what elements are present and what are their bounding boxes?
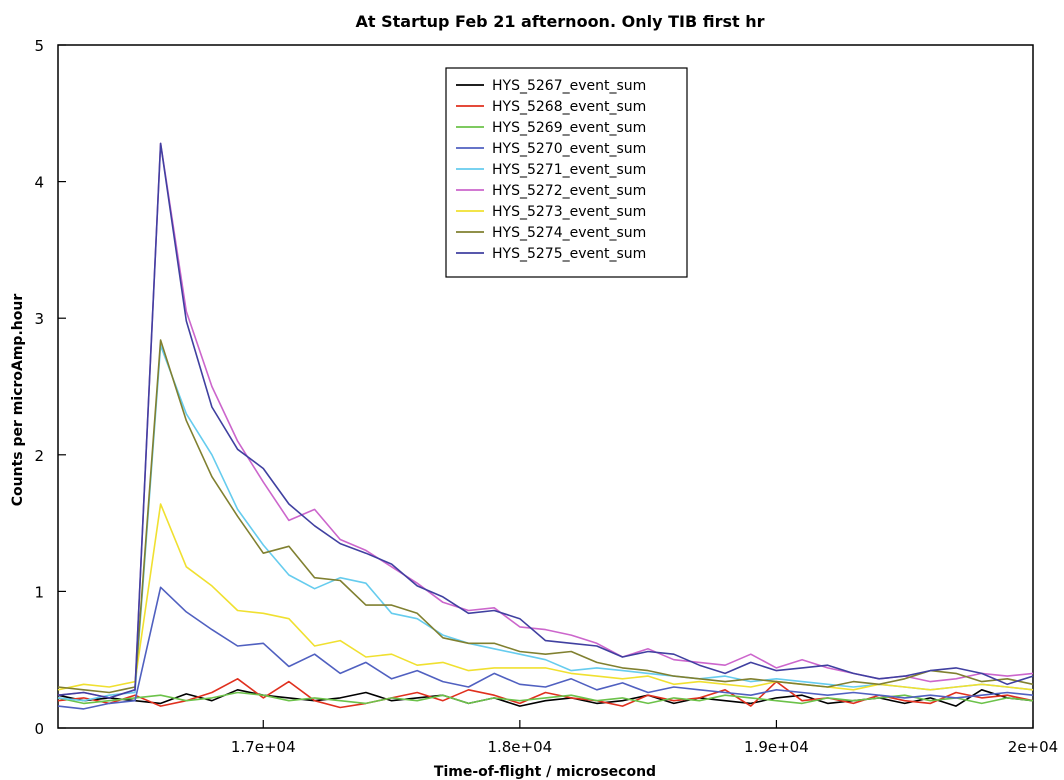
y-tick-label: 4: [34, 174, 44, 192]
chart-title: At Startup Feb 21 afternoon. Only TIB fi…: [356, 12, 765, 31]
x-tick-label: 1.9e+04: [744, 738, 809, 756]
x-axis-label: Time-of-flight / microsecond: [434, 764, 656, 780]
legend-entry: HYS_5270_event_sum: [492, 141, 646, 157]
x-tick-label: 1.8e+04: [487, 738, 552, 756]
series-line-hys-5270-event-sum: [57, 586, 1034, 710]
y-tick-label: 2: [34, 447, 44, 465]
legend-box: [445, 67, 688, 278]
series-line-hys-5268-event-sum: [57, 677, 1034, 709]
x-tick-label: 1.7e+04: [231, 738, 296, 756]
y-tick-label: 0: [34, 720, 44, 738]
series-line-hys-5273-event-sum: [57, 503, 1034, 691]
plot-frame: [57, 44, 1034, 729]
y-tick-label: 3: [34, 310, 44, 328]
legend-entry: HYS_5275_event_sum: [492, 246, 646, 262]
series-line-hys-5269-event-sum: [57, 691, 1034, 705]
legend-entry: HYS_5271_event_sum: [492, 162, 646, 178]
legend: HYS_5267_event_sum HYS_5268_event_sum HYS_…: [445, 67, 688, 278]
series-lines: [57, 142, 1034, 710]
series-line-hys-5274-event-sum: [57, 339, 1034, 694]
legend-entry: HYS_5273_event_sum: [492, 204, 646, 220]
legend-entry: HYS_5272_event_sum: [492, 183, 646, 199]
series-line-hys-5275-event-sum: [57, 142, 1034, 699]
legend-entry: HYS_5274_event_sum: [492, 225, 646, 241]
y-axis-label: Counts per microAmp.hour: [10, 294, 26, 507]
x-tick-label: 2e+04: [1008, 738, 1058, 756]
y-axis: 0 1 2 3 4 5: [34, 37, 66, 738]
y-tick-label: 5: [34, 37, 44, 55]
legend-entry: HYS_5268_event_sum: [492, 99, 646, 115]
legend-entry: HYS_5269_event_sum: [492, 120, 646, 136]
x-axis: 1.7e+04 1.8e+04 1.9e+04 2e+04: [231, 720, 1058, 756]
y-tick-label: 1: [34, 583, 44, 601]
legend-entry: HYS_5267_event_sum: [492, 78, 646, 94]
series-line-hys-5271-event-sum: [57, 344, 1034, 702]
